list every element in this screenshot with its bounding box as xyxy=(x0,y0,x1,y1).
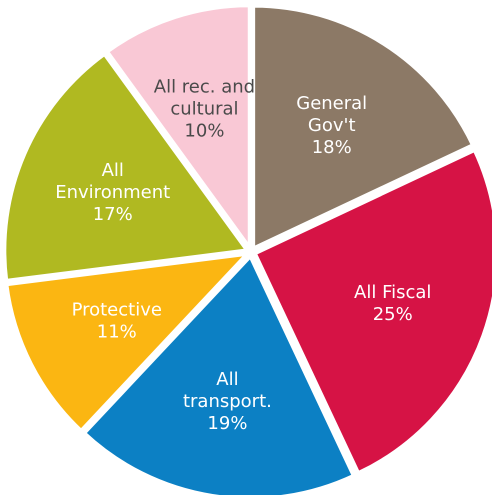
pie-slice-name: Environment xyxy=(55,182,170,203)
pie-slice-1 xyxy=(252,147,492,476)
pie-slice-2 xyxy=(82,253,356,495)
pie-slice-percent: 25% xyxy=(373,304,413,325)
pie-slices xyxy=(2,3,492,495)
pie-slice-name: All xyxy=(102,160,124,181)
pie-slice-3 xyxy=(4,251,250,433)
pie-slice-label-2: All transport. 19% xyxy=(183,369,272,434)
pie-slice-0 xyxy=(251,3,476,251)
pie-slice-percent: 18% xyxy=(312,137,352,158)
pie-slice-label-1: All Fiscal 25% xyxy=(354,282,431,325)
pie-slice-percent: 19% xyxy=(207,413,247,434)
pie-slice-5 xyxy=(104,3,252,251)
pie-slice-percent: 10% xyxy=(184,121,224,142)
pie-slice-name: All rec. and xyxy=(154,77,255,98)
pie-slice-label-4: All Environment 17% xyxy=(55,160,170,225)
pie-slice-name: General xyxy=(296,93,367,114)
pie-slice-name: All xyxy=(216,369,238,390)
pie-slice-4 xyxy=(2,51,250,283)
pie-labels: General Gov't 18%All Fiscal 25%All transport… xyxy=(55,77,431,434)
pie-slice-name: cultural xyxy=(170,99,238,120)
pie-slice-label-0: General Gov't 18% xyxy=(296,93,367,158)
pie-slice-name: Gov't xyxy=(308,115,356,136)
pie-slice-label-5: All rec. and cultural 10% xyxy=(154,77,255,142)
pie-slice-name: All Fiscal xyxy=(354,282,431,303)
pie-slice-label-3: Protective 11% xyxy=(72,299,162,342)
pie-slice-percent: 11% xyxy=(97,321,137,342)
pie-slice-name: transport. xyxy=(183,391,272,412)
pie-slice-name: Protective xyxy=(72,299,162,320)
pie-slice-percent: 17% xyxy=(93,204,133,225)
